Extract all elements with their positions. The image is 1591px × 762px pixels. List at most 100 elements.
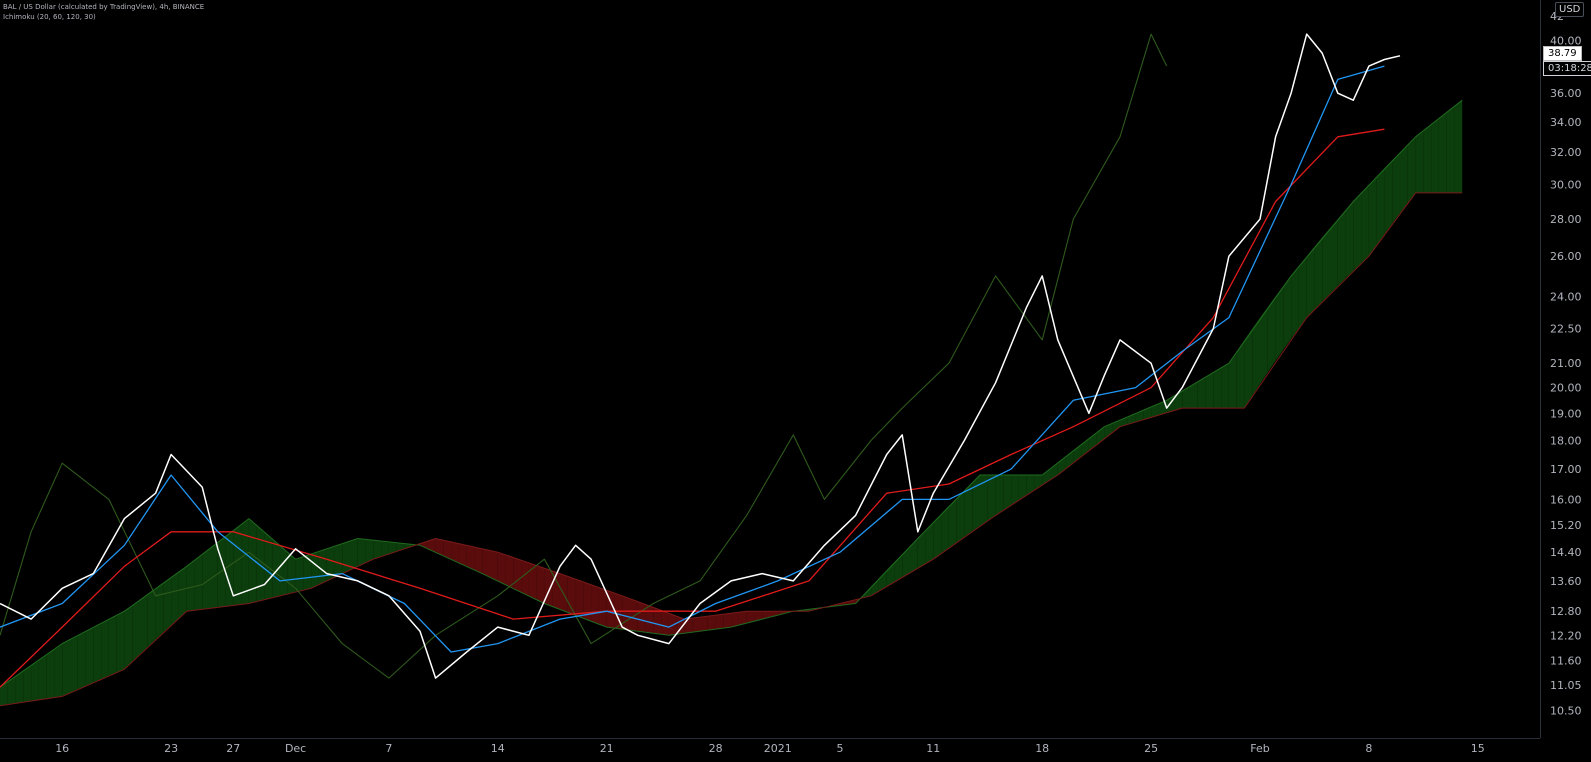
- indicator-title: Ichimoku (20, 60, 120, 30): [3, 13, 96, 21]
- cloud-segment: [280, 545, 288, 596]
- x-tick-label: Dec: [285, 742, 306, 755]
- time-axis[interactable]: [0, 738, 1540, 759]
- cloud-segment: [451, 541, 459, 563]
- cloud-segment: [38, 654, 47, 700]
- price-axis[interactable]: [1540, 0, 1591, 738]
- cloud-segment: [1298, 256, 1307, 329]
- cloud-segment: [1112, 420, 1120, 433]
- cloud-segment: [15, 670, 24, 704]
- cloud-segment: [70, 635, 78, 693]
- cloud-segment: [225, 530, 234, 607]
- cloud-segment: [684, 618, 693, 634]
- cloud-segment: [404, 543, 413, 549]
- cloud-segment: [318, 548, 327, 585]
- cloud-segment: [101, 619, 109, 680]
- cloud-segment: [1011, 475, 1019, 505]
- cloud-segment: [622, 595, 630, 631]
- cloud-segment: [630, 598, 638, 632]
- cloud-segment: [575, 579, 584, 619]
- cloud-segment: [7, 675, 16, 705]
- cloud-segment: [941, 505, 949, 554]
- cloud-segment: [1423, 124, 1432, 193]
- y-tick-label: 18.00: [1550, 434, 1582, 447]
- cloud-segment: [878, 569, 887, 592]
- cloud-segment: [1384, 160, 1393, 235]
- cloud-segment: [910, 538, 918, 573]
- cloud-segment: [847, 599, 856, 605]
- cloud-segment: [1306, 246, 1315, 318]
- cloud-segment: [1260, 306, 1268, 384]
- cloud-segment: [964, 482, 973, 537]
- chart-legend: BAL / US Dollar (calculated by TradingVi…: [3, 2, 204, 22]
- cloud-segment: [497, 552, 506, 585]
- y-tick-label: 34.00: [1550, 116, 1582, 129]
- cloud-segment: [186, 560, 195, 612]
- cloud-segment: [357, 538, 366, 567]
- series-lagging-span: [0, 33, 1168, 679]
- y-tick-label: 36.00: [1550, 87, 1582, 100]
- cloud-segment: [1050, 462, 1058, 480]
- cloud-segment: [124, 605, 133, 670]
- x-tick-label: 11: [926, 742, 940, 755]
- cloud-segment: [381, 541, 389, 557]
- cloud-segment: [147, 588, 156, 647]
- y-tick-label: 40.00: [1550, 34, 1582, 47]
- cloud-segment: [132, 599, 140, 662]
- cloud-segment: [723, 613, 732, 629]
- cloud-segment: [1190, 381, 1198, 409]
- cloud-segment: [1368, 176, 1377, 257]
- cloud-segment: [1034, 475, 1043, 490]
- currency-button[interactable]: USD: [1555, 2, 1585, 17]
- symbol-title: BAL / US Dollar (calculated by TradingVi…: [3, 3, 205, 11]
- y-tick-label: 32.00: [1550, 146, 1582, 159]
- cloud-segment: [917, 530, 926, 569]
- y-tick-label: 17.00: [1550, 463, 1582, 476]
- cloud-segment: [1446, 106, 1455, 193]
- cloud-segment: [1353, 192, 1362, 271]
- cloud-segment: [342, 541, 350, 574]
- cloud-segment: [521, 560, 529, 596]
- x-tick-label: 25: [1144, 742, 1158, 755]
- cloud-segment: [1438, 112, 1447, 193]
- cloud-segment: [178, 566, 187, 619]
- cloud-segment: [1431, 118, 1439, 193]
- y-tick-label: 24.00: [1550, 290, 1582, 303]
- cloud-segment: [210, 541, 218, 609]
- cloud-segment: [871, 578, 879, 596]
- cloud-segment: [1376, 168, 1385, 246]
- cloud-segment: [637, 601, 646, 633]
- series-conversion-line: [0, 65, 1385, 653]
- series-base-line: [0, 128, 1385, 688]
- y-tick-label: 26.00: [1550, 250, 1582, 263]
- cloud-segment: [334, 543, 343, 578]
- cloud-segment: [1291, 265, 1299, 339]
- cloud-segment: [1392, 152, 1400, 224]
- cloud-segment: [560, 573, 568, 613]
- cloud-segment: [1415, 130, 1424, 193]
- cloud-segment: [23, 664, 32, 703]
- x-tick-label: 16: [55, 742, 69, 755]
- cloud-segment: [505, 554, 514, 589]
- cloud-segment: [661, 610, 669, 636]
- cloud-segment: [1400, 144, 1408, 214]
- x-tick-label: 18: [1035, 742, 1049, 755]
- cloud-segment: [490, 550, 498, 581]
- cloud-segment: [443, 540, 452, 560]
- y-tick-label: 30.00: [1550, 179, 1582, 192]
- cloud-segment: [1322, 228, 1330, 302]
- cloud-segment: [1205, 372, 1214, 409]
- cloud-segment: [295, 556, 304, 592]
- cloud-segment: [256, 525, 265, 602]
- series-price: [0, 33, 1401, 679]
- cloud-segment: [754, 611, 763, 622]
- cloud-segment: [606, 590, 615, 629]
- x-tick-label: 23: [164, 742, 178, 755]
- cloud-segment: [163, 577, 172, 633]
- cloud-segment: [388, 541, 397, 554]
- cloud-segment: [948, 497, 957, 548]
- cloud-segment: [700, 616, 708, 632]
- cloud-segment: [715, 614, 724, 630]
- cloud-segment: [583, 581, 592, 622]
